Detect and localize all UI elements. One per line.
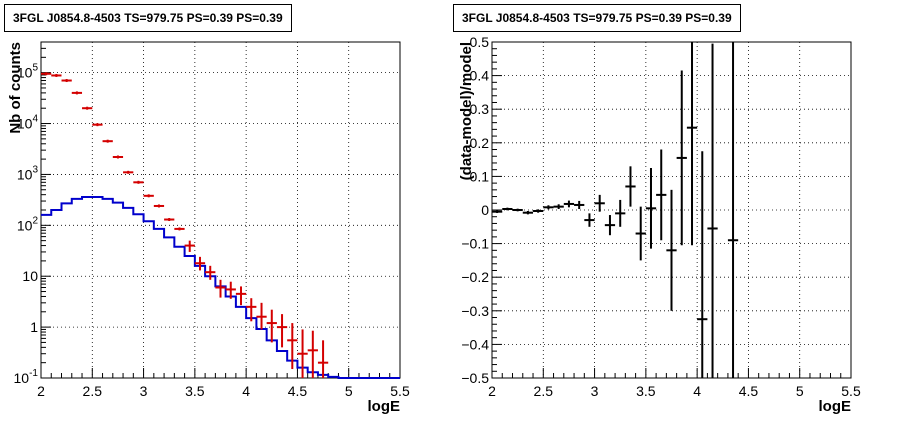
residual-point xyxy=(502,207,513,211)
data-point xyxy=(194,256,206,271)
y-tick-label: 0.3 xyxy=(470,101,490,117)
residual-point xyxy=(553,204,564,209)
residual-point xyxy=(563,200,575,208)
residual-point xyxy=(645,168,657,249)
residual-point xyxy=(492,210,503,214)
y-tick-label: 0.5 xyxy=(470,34,490,50)
data-point xyxy=(184,240,195,252)
data-point xyxy=(235,286,247,306)
residual-point xyxy=(676,70,687,246)
y-tick-label: 105 xyxy=(17,63,39,81)
residual-point xyxy=(727,42,739,378)
x-tick-label: 5.5 xyxy=(390,383,410,399)
data-point xyxy=(92,123,103,127)
residual-point xyxy=(635,206,646,261)
residual-point xyxy=(533,209,544,213)
x-tick-label: 2 xyxy=(488,383,496,399)
y-tick-label: 0 xyxy=(481,202,489,218)
x-tick-label: 3 xyxy=(140,383,148,399)
data-point xyxy=(143,194,154,198)
data-point xyxy=(246,298,257,322)
data-point xyxy=(133,180,144,184)
y-tick-label: −0.2 xyxy=(461,269,489,285)
data-point xyxy=(164,218,175,222)
x-tick-label: 4.5 xyxy=(288,383,308,399)
data-point xyxy=(112,155,124,159)
y-tick-label: 10-1 xyxy=(14,368,39,386)
x-tick-label: 4 xyxy=(242,383,250,399)
data-point xyxy=(102,139,113,143)
counts-panel: 2 2.5 3 3.5 4 4.5 5 5.5 10-1 1 10 102 103 104 105 logE N… xyxy=(7,41,410,415)
data-point xyxy=(123,170,134,174)
data-point xyxy=(287,323,298,370)
x-tick-label: 3.5 xyxy=(185,383,205,399)
residual-point xyxy=(604,215,616,236)
residual-point xyxy=(543,205,554,210)
x-tick-label: 2.5 xyxy=(83,383,103,399)
residual-point xyxy=(697,151,708,378)
data-point xyxy=(61,79,72,83)
data-point xyxy=(256,302,267,330)
residual-point xyxy=(615,199,626,227)
data-point xyxy=(205,265,216,280)
y-tick-label: 104 xyxy=(17,114,39,132)
data-point xyxy=(51,73,62,77)
residual-point xyxy=(707,43,718,378)
y-tick-label: 0.4 xyxy=(470,68,490,84)
y-tick-label: 102 xyxy=(17,215,39,233)
data-point xyxy=(153,204,165,208)
residuals-y-axis-label: (data-model)/model xyxy=(458,42,475,180)
residuals-x-axis-label: logE xyxy=(819,398,852,415)
x-tick-label: 4 xyxy=(693,383,701,399)
residuals-panel: 2 2.5 3 3.5 4 4.5 5 5.5 −0.5 −0.4 −0.3 −0.2 −0.1 0 0.1… xyxy=(458,34,861,415)
residuals-chart-title: 3FGL J0854.8-4503 TS=979.75 PS=0.39 PS=0… xyxy=(453,4,741,32)
y-tick-label: 103 xyxy=(17,164,39,182)
data-point xyxy=(266,309,277,343)
residual-point xyxy=(666,189,677,311)
counts-x-axis-label: logE xyxy=(368,398,401,415)
x-tick-label: 2 xyxy=(37,383,45,399)
counts-plot-frame xyxy=(40,41,401,379)
residual-point xyxy=(584,213,595,227)
data-point xyxy=(215,279,226,298)
x-tick-label: 3 xyxy=(591,383,599,399)
data-point xyxy=(307,330,318,378)
y-tick-label: −0.3 xyxy=(461,303,489,319)
data-point xyxy=(276,314,288,348)
x-tick-label: 5 xyxy=(796,383,804,399)
residual-point xyxy=(522,211,534,215)
residual-point xyxy=(574,200,585,209)
residual-point xyxy=(625,166,636,207)
y-tick-label: −0.4 xyxy=(461,336,489,352)
residual-point xyxy=(594,194,605,212)
y-tick-label: 0.1 xyxy=(470,168,490,184)
counts-y-axis-label: Nb of counts xyxy=(7,42,24,134)
residual-point xyxy=(656,149,667,241)
counts-chart-title: 3FGL J0854.8-4503 TS=979.75 PS=0.39 PS=0… xyxy=(4,4,292,32)
data-point xyxy=(225,281,236,299)
data-point xyxy=(41,72,52,76)
residual-point xyxy=(512,208,523,212)
x-tick-label: 2.5 xyxy=(534,383,554,399)
data-point xyxy=(174,227,185,231)
y-tick-label: 1 xyxy=(30,319,38,335)
data-point xyxy=(297,329,308,378)
residual-point xyxy=(686,42,698,246)
y-tick-label: −0.5 xyxy=(461,370,489,386)
data-point xyxy=(82,106,93,110)
x-tick-label: 5 xyxy=(345,383,353,399)
x-tick-label: 4.5 xyxy=(739,383,759,399)
data-point xyxy=(317,340,329,378)
y-tick-label: 10 xyxy=(22,268,38,284)
data-point xyxy=(71,91,83,95)
y-tick-label: −0.1 xyxy=(461,236,489,252)
x-tick-label: 5.5 xyxy=(841,383,861,399)
y-tick-label: 0.2 xyxy=(470,135,490,151)
x-tick-label: 3.5 xyxy=(636,383,656,399)
